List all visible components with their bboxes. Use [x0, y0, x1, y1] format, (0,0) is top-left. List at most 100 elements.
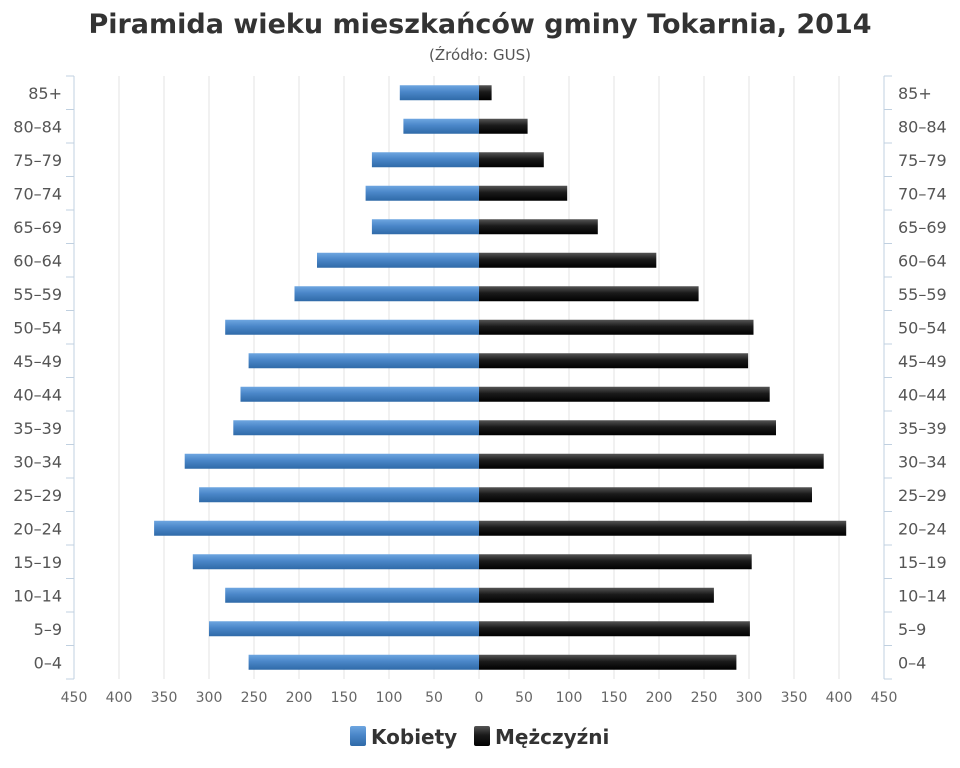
chart-subtitle: (Źródło: GUS)	[429, 45, 531, 64]
bar-women[interactable]	[192, 554, 480, 570]
x-tick-label: 150	[601, 690, 628, 706]
bar-men[interactable]	[479, 386, 770, 402]
bar-women[interactable]	[294, 286, 480, 302]
category-label-right: 60–64	[898, 251, 947, 270]
category-label-right: 35–39	[898, 419, 947, 438]
x-tick-label: 450	[61, 690, 88, 706]
category-label-left: 15–19	[13, 553, 62, 572]
bar-women[interactable]	[240, 386, 480, 402]
bar-men[interactable]	[479, 118, 528, 134]
bar-men[interactable]	[479, 453, 824, 469]
bars	[154, 85, 847, 670]
legend-swatch-women	[350, 726, 366, 746]
legend-label-women: Kobiety	[371, 725, 457, 749]
bar-men[interactable]	[479, 219, 598, 235]
category-label-right: 30–34	[898, 452, 947, 471]
bar-men[interactable]	[479, 487, 812, 503]
bar-women[interactable]	[233, 420, 479, 436]
bar-women[interactable]	[399, 85, 479, 101]
bar-men[interactable]	[479, 654, 737, 670]
bar-women[interactable]	[199, 487, 479, 503]
bar-women[interactable]	[371, 219, 479, 235]
category-label-right: 10–14	[898, 586, 947, 605]
x-tick-label: 250	[691, 690, 718, 706]
category-label-left: 50–54	[13, 318, 62, 337]
grid-lines	[73, 76, 885, 679]
category-label-left: 55–59	[13, 285, 62, 304]
category-label-right: 25–29	[898, 486, 947, 505]
category-label-left: 25–29	[13, 486, 62, 505]
bar-men[interactable]	[479, 520, 847, 536]
category-label-left: 60–64	[13, 251, 62, 270]
bar-women[interactable]	[225, 587, 479, 603]
legend-swatch-men	[474, 726, 490, 746]
axes	[66, 75, 892, 680]
category-label-left: 80–84	[13, 117, 62, 136]
bar-men[interactable]	[479, 152, 544, 168]
x-tick-label: 50	[425, 690, 443, 706]
x-tick-label: 200	[646, 690, 673, 706]
bar-women[interactable]	[403, 118, 479, 134]
category-label-right: 15–19	[898, 553, 947, 572]
bar-men[interactable]	[479, 353, 749, 369]
category-label-right: 75–79	[898, 151, 947, 170]
x-tick-label: 300	[736, 690, 763, 706]
category-label-left: 35–39	[13, 419, 62, 438]
category-label-left: 5–9	[34, 620, 62, 639]
legend-item-men[interactable]: Mężczyźni	[474, 725, 609, 749]
bar-men[interactable]	[479, 554, 752, 570]
x-tick-label: 300	[196, 690, 223, 706]
category-label-right: 55–59	[898, 285, 947, 304]
category-label-left: 40–44	[13, 385, 62, 404]
bar-women[interactable]	[184, 453, 479, 469]
legend-item-women[interactable]: Kobiety	[350, 725, 457, 749]
bar-men[interactable]	[479, 185, 568, 201]
category-label-left: 70–74	[13, 184, 62, 203]
category-label-left: 30–34	[13, 452, 62, 471]
chart-title: Piramida wieku mieszkańców gminy Tokarni…	[88, 9, 871, 40]
legend-label-men: Mężczyźni	[495, 725, 609, 749]
bar-men[interactable]	[479, 286, 699, 302]
category-label-right: 0–4	[898, 653, 926, 672]
x-tick-label: 150	[331, 690, 358, 706]
category-label-right: 70–74	[898, 184, 947, 203]
bar-women[interactable]	[365, 185, 479, 201]
category-label-right: 45–49	[898, 352, 947, 371]
bar-men[interactable]	[479, 621, 750, 637]
bar-men[interactable]	[479, 587, 714, 603]
x-tick-label: 0	[475, 690, 484, 706]
legend: Kobiety Mężczyźni	[350, 725, 609, 749]
bar-men[interactable]	[479, 420, 776, 436]
x-tick-labels: 450 400 350 300 250 200 150 100 50 0 50 100 150 200 25…	[61, 690, 898, 706]
bar-women[interactable]	[371, 152, 479, 168]
category-label-left: 75–79	[13, 151, 62, 170]
bar-women[interactable]	[248, 654, 479, 670]
category-label-right: 20–24	[898, 519, 947, 538]
x-tick-label: 250	[241, 690, 268, 706]
x-tick-label: 350	[781, 690, 808, 706]
bar-women[interactable]	[209, 621, 479, 637]
bar-women[interactable]	[248, 353, 479, 369]
x-tick-label: 200	[286, 690, 313, 706]
bar-men[interactable]	[479, 85, 492, 101]
category-label-left: 65–69	[13, 218, 62, 237]
x-tick-label: 50	[515, 690, 533, 706]
category-label-left: 85+	[28, 84, 62, 103]
x-tick-label: 100	[556, 690, 583, 706]
category-labels: 85+ 85+ 80–84 80–84 75–79 75–79 70–74 70–74 65–6…	[13, 84, 946, 673]
category-label-right: 40–44	[898, 385, 947, 404]
bar-men[interactable]	[479, 252, 657, 268]
category-label-right: 65–69	[898, 218, 947, 237]
x-tick-label: 400	[826, 690, 853, 706]
x-tick-label: 100	[376, 690, 403, 706]
x-tick-label: 350	[151, 690, 178, 706]
category-label-left: 0–4	[34, 653, 62, 672]
category-label-left: 20–24	[13, 519, 62, 538]
category-label-right: 5–9	[898, 620, 926, 639]
x-tick-label: 450	[871, 690, 898, 706]
bar-women[interactable]	[317, 252, 479, 268]
bar-women[interactable]	[154, 520, 479, 536]
bar-women[interactable]	[225, 319, 479, 335]
bar-men[interactable]	[479, 319, 754, 335]
